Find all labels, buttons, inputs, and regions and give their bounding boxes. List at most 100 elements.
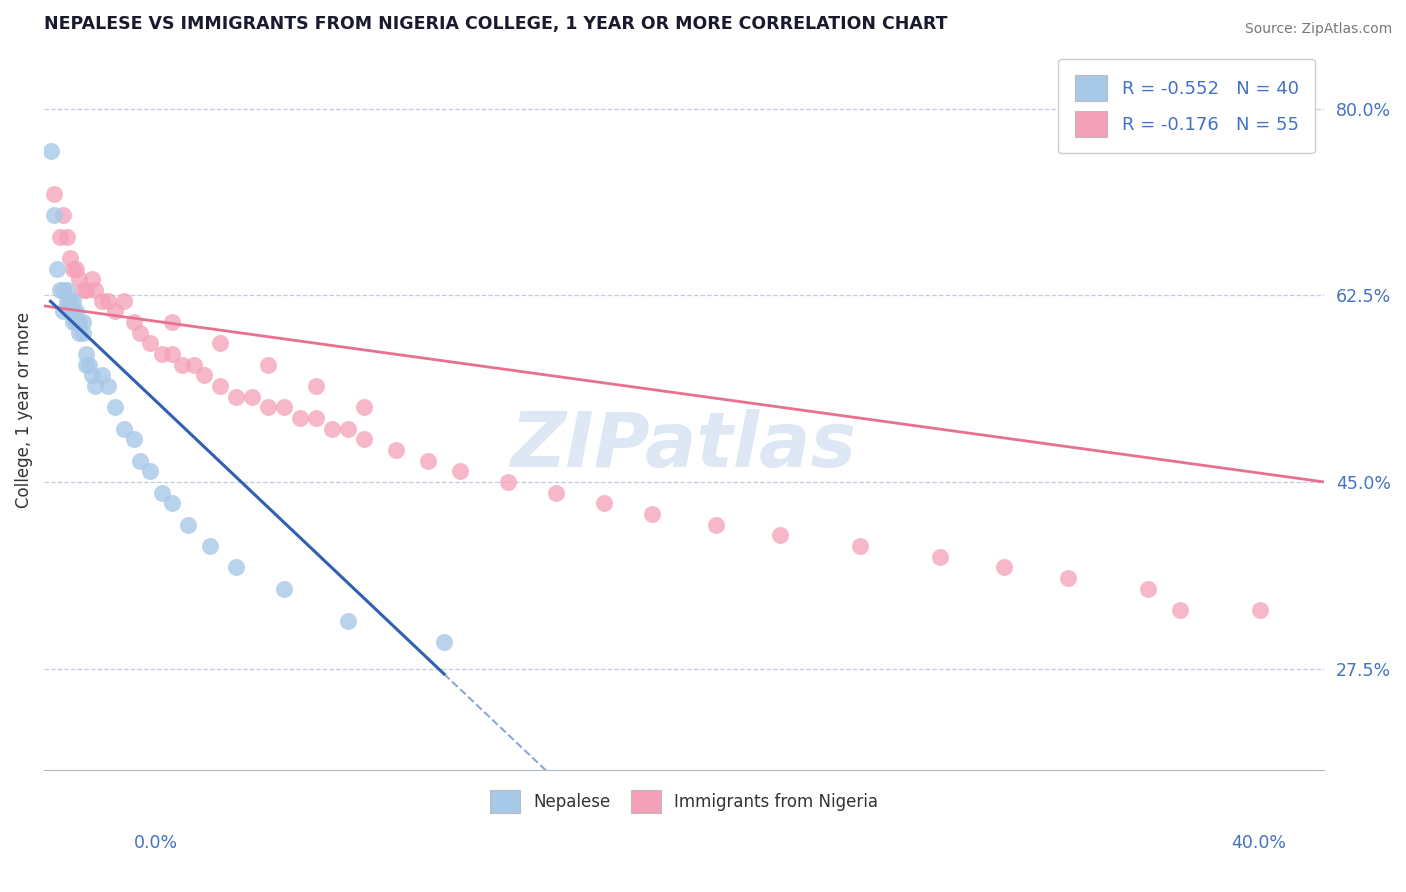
- Point: [160, 496, 183, 510]
- Point: [45, 261, 67, 276]
- Point: [160, 315, 183, 329]
- Point: [62, 293, 84, 308]
- Point: [1057, 571, 1080, 585]
- Point: [82, 368, 104, 383]
- Point: [769, 528, 792, 542]
- Point: [42, 208, 65, 222]
- Point: [75, 283, 97, 297]
- Point: [55, 293, 77, 308]
- Text: ZIPatlas: ZIPatlas: [510, 409, 858, 483]
- Point: [1168, 603, 1191, 617]
- Point: [103, 304, 125, 318]
- Point: [59, 293, 82, 308]
- Point: [49, 229, 72, 244]
- Point: [273, 401, 295, 415]
- Point: [90, 293, 112, 308]
- Point: [288, 411, 311, 425]
- Point: [84, 283, 107, 297]
- Point: [65, 315, 87, 329]
- Point: [72, 283, 94, 297]
- Point: [82, 272, 104, 286]
- Point: [209, 336, 232, 351]
- Point: [122, 432, 145, 446]
- Point: [129, 453, 152, 467]
- Point: [257, 358, 280, 372]
- Point: [449, 464, 471, 478]
- Point: [103, 401, 125, 415]
- Point: [112, 293, 135, 308]
- Point: [305, 379, 328, 393]
- Point: [59, 251, 82, 265]
- Point: [138, 336, 160, 351]
- Point: [273, 582, 295, 596]
- Point: [129, 326, 152, 340]
- Point: [993, 560, 1015, 574]
- Point: [67, 326, 90, 340]
- Point: [75, 347, 97, 361]
- Point: [55, 229, 77, 244]
- Point: [39, 144, 62, 158]
- Point: [65, 304, 87, 318]
- Point: [337, 614, 360, 628]
- Point: [52, 208, 75, 222]
- Point: [641, 507, 664, 521]
- Point: [97, 379, 120, 393]
- Point: [62, 304, 84, 318]
- Y-axis label: College, 1 year or more: College, 1 year or more: [15, 312, 32, 508]
- Point: [97, 293, 120, 308]
- Point: [433, 635, 456, 649]
- Point: [416, 453, 439, 467]
- Text: NEPALESE VS IMMIGRANTS FROM NIGERIA COLLEGE, 1 YEAR OR MORE CORRELATION CHART: NEPALESE VS IMMIGRANTS FROM NIGERIA COLL…: [44, 15, 948, 33]
- Text: Source: ZipAtlas.com: Source: ZipAtlas.com: [1244, 22, 1392, 37]
- Text: 0.0%: 0.0%: [134, 834, 177, 852]
- Point: [75, 358, 97, 372]
- Point: [122, 315, 145, 329]
- Text: 40.0%: 40.0%: [1232, 834, 1286, 852]
- Point: [65, 261, 87, 276]
- Point: [321, 421, 343, 435]
- Point: [72, 315, 94, 329]
- Point: [77, 358, 100, 372]
- Point: [160, 347, 183, 361]
- Point: [84, 379, 107, 393]
- Point: [55, 283, 77, 297]
- Point: [929, 549, 952, 564]
- Point: [67, 315, 90, 329]
- Point: [385, 442, 408, 457]
- Point: [72, 326, 94, 340]
- Point: [240, 390, 263, 404]
- Point: [138, 464, 160, 478]
- Point: [67, 272, 90, 286]
- Point: [90, 368, 112, 383]
- Point: [177, 517, 200, 532]
- Point: [183, 358, 205, 372]
- Point: [152, 485, 174, 500]
- Point: [353, 432, 375, 446]
- Point: [170, 358, 193, 372]
- Point: [257, 401, 280, 415]
- Point: [225, 560, 247, 574]
- Point: [59, 304, 82, 318]
- Point: [305, 411, 328, 425]
- Point: [1249, 603, 1271, 617]
- Legend: Nepalese, Immigrants from Nigeria: Nepalese, Immigrants from Nigeria: [477, 776, 891, 827]
- Point: [193, 368, 215, 383]
- Point: [337, 421, 360, 435]
- Point: [62, 261, 84, 276]
- Point: [353, 401, 375, 415]
- Point: [65, 315, 87, 329]
- Point: [49, 283, 72, 297]
- Point: [225, 390, 247, 404]
- Point: [42, 186, 65, 201]
- Point: [52, 304, 75, 318]
- Point: [544, 485, 567, 500]
- Point: [200, 539, 222, 553]
- Point: [704, 517, 727, 532]
- Point: [496, 475, 519, 489]
- Point: [209, 379, 232, 393]
- Point: [112, 421, 135, 435]
- Point: [849, 539, 872, 553]
- Point: [62, 315, 84, 329]
- Point: [1136, 582, 1159, 596]
- Point: [152, 347, 174, 361]
